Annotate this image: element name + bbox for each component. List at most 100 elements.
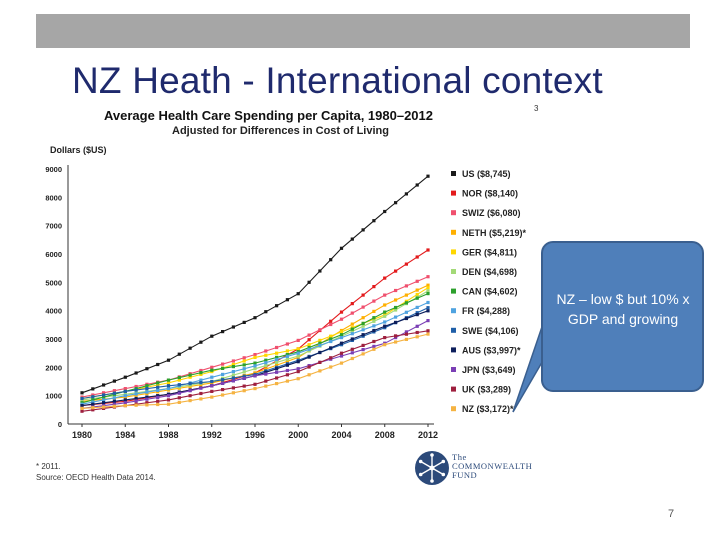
- data-point: [166, 358, 171, 362]
- data-point: [199, 381, 203, 385]
- data-point: [404, 293, 408, 297]
- data-point: [275, 370, 279, 374]
- data-point: [318, 328, 322, 332]
- data-point: [210, 365, 214, 369]
- data-point: [275, 355, 279, 359]
- data-point: [318, 360, 322, 364]
- data-point: [156, 385, 160, 389]
- data-point: [112, 389, 116, 393]
- data-point: [134, 392, 138, 396]
- data-point: [339, 310, 344, 314]
- data-point: [307, 280, 311, 284]
- data-point: [221, 393, 225, 397]
- data-point: [350, 337, 354, 341]
- data-point: [426, 174, 430, 178]
- y-tick-label: 5000: [45, 278, 62, 287]
- data-point: [426, 332, 430, 336]
- data-point: [339, 336, 344, 340]
- page-number: 7: [668, 508, 675, 520]
- data-point: [210, 395, 214, 399]
- data-point: [91, 400, 95, 404]
- data-point: [221, 372, 225, 376]
- legend-marker: [451, 367, 456, 372]
- data-point: [285, 359, 289, 363]
- data-point: [394, 201, 398, 205]
- legend-label: GER ($4,811): [462, 247, 517, 257]
- data-point: [177, 352, 181, 356]
- data-point: [210, 384, 214, 388]
- data-point: [264, 358, 268, 362]
- data-point: [242, 363, 246, 367]
- data-point: [242, 384, 246, 388]
- data-point: [307, 355, 311, 359]
- data-point: [415, 324, 419, 328]
- data-point: [329, 322, 333, 327]
- data-point: [123, 404, 127, 408]
- data-point: [210, 368, 214, 372]
- data-point: [221, 362, 225, 366]
- data-point: [318, 341, 322, 345]
- legend-label: US ($8,745): [462, 169, 511, 179]
- data-point: [275, 304, 279, 308]
- data-point: [307, 338, 311, 342]
- data-point: [383, 314, 387, 318]
- data-point: [177, 383, 181, 387]
- data-point: [318, 269, 322, 273]
- data-point: [166, 398, 171, 402]
- data-point: [242, 374, 246, 378]
- data-point: [307, 349, 311, 353]
- data-point: [102, 401, 106, 405]
- data-point: [372, 319, 376, 323]
- data-point: [372, 316, 376, 320]
- data-point: [221, 366, 225, 370]
- data-point: [199, 397, 203, 401]
- data-point: [188, 375, 192, 379]
- data-point: [404, 332, 408, 336]
- legend-marker: [451, 269, 456, 274]
- data-point: [123, 375, 127, 379]
- series-swiz: [80, 275, 430, 399]
- data-point: [102, 383, 106, 387]
- y-tick-label: 8000: [45, 193, 62, 202]
- data-point: [307, 365, 311, 369]
- data-point: [242, 376, 246, 380]
- data-point: [285, 363, 289, 367]
- data-point: [361, 321, 365, 325]
- data-point: [329, 339, 333, 344]
- data-point: [426, 306, 430, 310]
- data-point: [80, 406, 84, 410]
- data-point: [231, 362, 235, 367]
- data-point: [91, 398, 95, 402]
- data-point: [112, 399, 116, 403]
- data-point: [275, 357, 279, 362]
- data-point: [329, 319, 333, 323]
- data-point: [361, 324, 365, 328]
- snowflake-logo-icon: [415, 451, 449, 485]
- data-point: [339, 351, 344, 355]
- data-point: [145, 395, 149, 399]
- data-point: [372, 328, 376, 333]
- data-point: [275, 345, 279, 350]
- data-point: [285, 373, 289, 377]
- data-point: [350, 237, 354, 241]
- data-point: [253, 382, 257, 386]
- x-tick-label: 1984: [115, 430, 135, 440]
- data-point: [177, 376, 181, 380]
- data-point: [361, 316, 365, 320]
- legend-label: NOR ($8,140): [462, 189, 518, 199]
- data-point: [80, 404, 84, 408]
- data-point: [112, 379, 116, 383]
- data-point: [383, 336, 387, 340]
- data-point: [275, 363, 279, 367]
- data-point: [426, 283, 430, 287]
- data-point: [166, 402, 171, 406]
- fund-name: The COMMONWEALTH FUND: [452, 453, 532, 480]
- data-point: [231, 376, 235, 380]
- data-point: [415, 183, 419, 187]
- data-point: [339, 317, 344, 321]
- data-point: [264, 310, 268, 314]
- data-point: [415, 255, 419, 259]
- data-point: [156, 381, 160, 385]
- legend-marker: [451, 288, 456, 294]
- data-point: [221, 330, 225, 334]
